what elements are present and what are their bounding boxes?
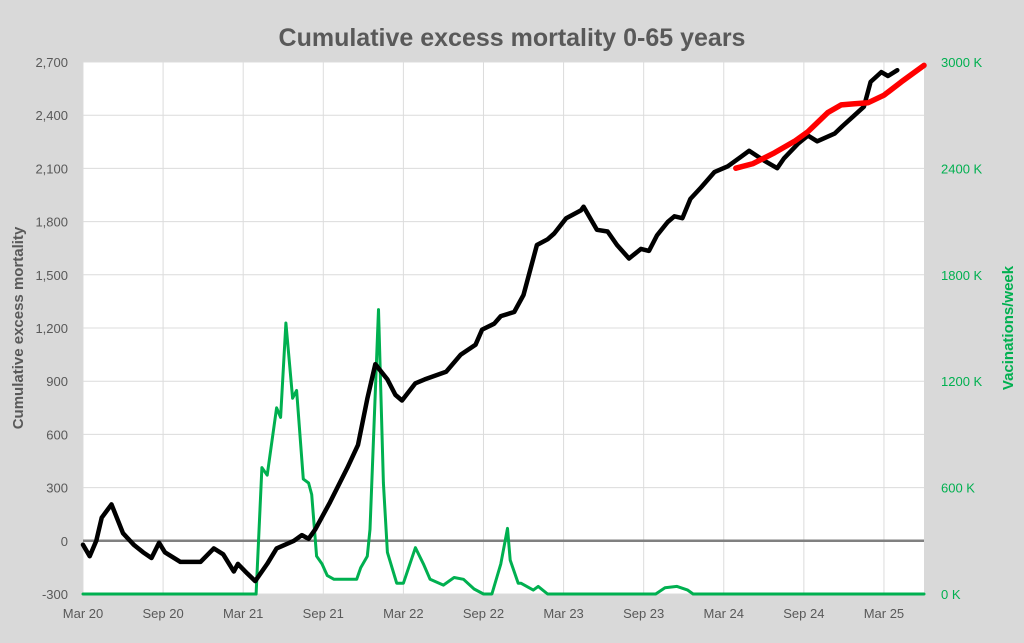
tick-labels: -300 0 300 600 900 1,200 1,500 1,800 2,100 2,400 2… (35, 55, 982, 621)
y-tick-label: 0 (61, 534, 68, 549)
y-axis-label: Cumulative excess mortality (10, 226, 27, 429)
vaccinations-line-points (82, 309, 925, 595)
x-tick-label: Sep 24 (783, 606, 824, 621)
series-lines (80, 62, 927, 596)
y-tick-label: 2,700 (35, 55, 68, 70)
trend-line (733, 62, 927, 171)
excess-mortality-line-points (82, 70, 898, 582)
y2-tick-label: 0 K (941, 587, 961, 602)
y2-axis-label: Vacinations/week (1000, 265, 1017, 390)
x-tick-label: Sep 23 (623, 606, 664, 621)
x-tick-label: Sep 20 (142, 606, 183, 621)
y-tick-label: 2,400 (35, 108, 68, 123)
x-tick-label: Sep 22 (463, 606, 504, 621)
y-tick-label: 300 (46, 481, 68, 496)
x-tick-label: Mar 20 (63, 606, 103, 621)
x-tick-label: Mar 23 (543, 606, 583, 621)
x-tick-label: Mar 21 (223, 606, 263, 621)
y-tick-label: 1,200 (35, 321, 68, 336)
y2-tick-label: 3000 K (941, 55, 983, 70)
y2-tick-label: 2400 K (941, 161, 983, 176)
gridlines (82, 61, 924, 595)
y2-tick-label: 600 K (941, 481, 975, 496)
x-tick-label: Mar 25 (864, 606, 904, 621)
y-tick-label: 600 (46, 427, 68, 442)
trend-line-points (735, 65, 925, 169)
x-tick-label: Sep 21 (303, 606, 344, 621)
x-tick-label: Mar 24 (704, 606, 744, 621)
y-tick-label: -300 (42, 587, 68, 602)
y2-tick-label: 1200 K (941, 374, 983, 389)
y-tick-label: 1,800 (35, 215, 68, 230)
y-tick-label: 2,100 (35, 161, 68, 176)
x-tick-label: Mar 22 (383, 606, 423, 621)
y-tick-label: 900 (46, 374, 68, 389)
y-tick-label: 1,500 (35, 268, 68, 283)
y2-tick-label: 1800 K (941, 268, 983, 283)
chart-title: Cumulative excess mortality 0-65 years (279, 24, 746, 52)
